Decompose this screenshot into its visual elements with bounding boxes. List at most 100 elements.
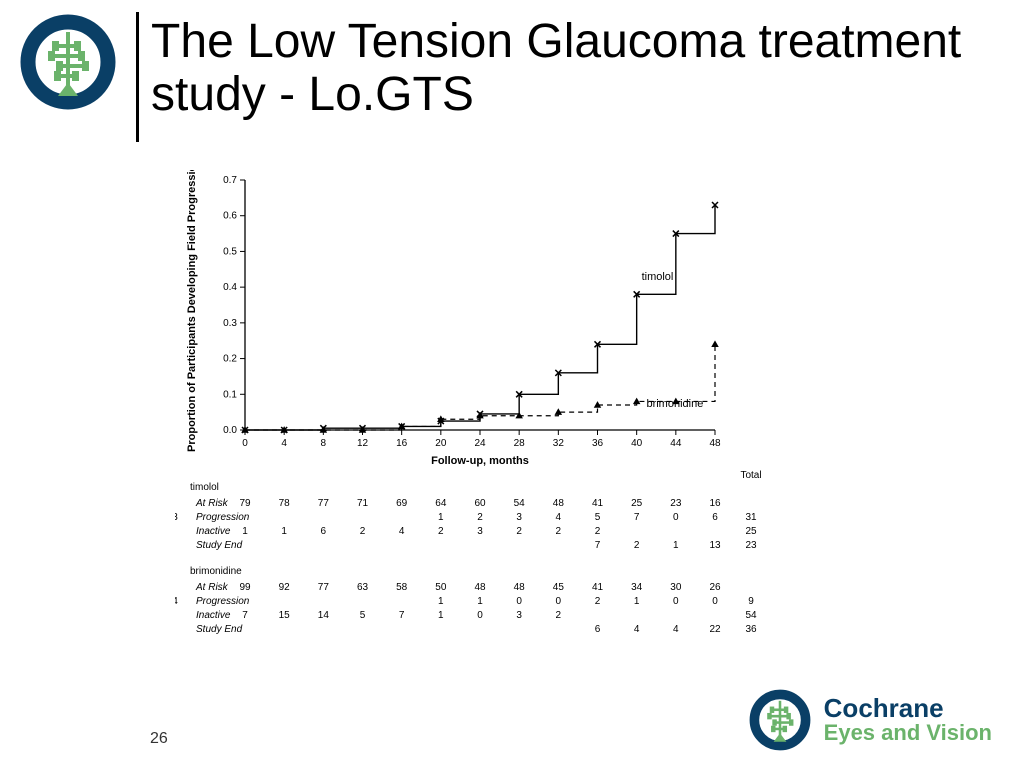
svg-text:5: 5 <box>360 610 366 621</box>
svg-text:99: 99 <box>239 582 251 593</box>
svg-text:2: 2 <box>360 526 366 537</box>
svg-text:3: 3 <box>175 512 178 523</box>
km-chart: 0.00.10.20.30.40.50.60.70481216202428323… <box>175 170 795 690</box>
svg-text:timolol: timolol <box>190 482 219 493</box>
svg-text:4: 4 <box>673 624 679 635</box>
svg-text:1: 1 <box>438 596 444 607</box>
svg-text:31: 31 <box>745 512 757 523</box>
svg-text:13: 13 <box>709 540 721 551</box>
cochrane-logo-icon <box>18 12 118 112</box>
svg-text:Progression: Progression <box>196 512 250 523</box>
header-divider <box>136 12 139 142</box>
svg-text:2: 2 <box>516 526 522 537</box>
svg-text:Inactive: Inactive <box>196 526 231 537</box>
svg-text:2: 2 <box>556 610 562 621</box>
svg-text:6: 6 <box>712 512 718 523</box>
svg-text:3: 3 <box>516 512 522 523</box>
svg-text:timolol: timolol <box>642 271 674 283</box>
svg-text:0.0: 0.0 <box>223 425 237 436</box>
svg-text:78: 78 <box>279 498 291 509</box>
svg-text:Total: Total <box>740 470 761 481</box>
svg-text:0: 0 <box>477 610 483 621</box>
svg-text:22: 22 <box>709 624 721 635</box>
svg-text:2: 2 <box>477 512 483 523</box>
header: The Low Tension Glaucoma treatment study… <box>18 12 1024 142</box>
svg-text:41: 41 <box>592 498 604 509</box>
brand-line1: Cochrane <box>824 695 992 721</box>
svg-text:7: 7 <box>595 540 601 551</box>
svg-text:1: 1 <box>242 526 248 537</box>
svg-text:20: 20 <box>435 438 447 449</box>
svg-text:26: 26 <box>709 582 721 593</box>
svg-text:45: 45 <box>553 582 565 593</box>
svg-text:0: 0 <box>673 512 679 523</box>
svg-text:44: 44 <box>670 438 682 449</box>
svg-text:1: 1 <box>281 526 287 537</box>
svg-text:64: 64 <box>435 498 447 509</box>
svg-text:25: 25 <box>745 526 757 537</box>
footer-brand: Cochrane Eyes and Vision <box>748 688 992 752</box>
svg-text:40: 40 <box>631 438 643 449</box>
svg-text:7: 7 <box>634 512 640 523</box>
svg-text:brimonidine: brimonidine <box>646 398 703 410</box>
svg-text:48: 48 <box>553 498 565 509</box>
svg-text:2: 2 <box>634 540 640 551</box>
svg-text:7: 7 <box>399 610 405 621</box>
svg-text:0: 0 <box>516 596 522 607</box>
page-number: 26 <box>150 730 168 748</box>
slide: The Low Tension Glaucoma treatment study… <box>0 0 1024 768</box>
svg-text:28: 28 <box>514 438 526 449</box>
svg-text:15: 15 <box>279 610 291 621</box>
svg-text:0.3: 0.3 <box>223 318 237 329</box>
svg-text:1: 1 <box>438 610 444 621</box>
svg-text:0.4: 0.4 <box>223 282 237 293</box>
slide-title: The Low Tension Glaucoma treatment study… <box>151 16 1024 122</box>
svg-text:Follow-up, months: Follow-up, months <box>431 455 529 467</box>
svg-text:48: 48 <box>514 582 526 593</box>
svg-text:7: 7 <box>242 610 248 621</box>
svg-text:69: 69 <box>396 498 408 509</box>
svg-text:4: 4 <box>281 438 287 449</box>
svg-text:32: 32 <box>553 438 565 449</box>
footer-brand-text: Cochrane Eyes and Vision <box>824 695 992 745</box>
svg-text:54: 54 <box>745 610 757 621</box>
svg-text:50: 50 <box>435 582 447 593</box>
svg-text:8: 8 <box>321 438 327 449</box>
svg-text:3: 3 <box>516 610 522 621</box>
svg-text:0.1: 0.1 <box>223 389 237 400</box>
svg-text:0.6: 0.6 <box>223 211 237 222</box>
svg-text:77: 77 <box>318 498 330 509</box>
svg-text:Inactive: Inactive <box>196 610 231 621</box>
svg-text:1: 1 <box>673 540 679 551</box>
svg-text:2: 2 <box>556 526 562 537</box>
svg-text:0: 0 <box>556 596 562 607</box>
svg-text:1: 1 <box>634 596 640 607</box>
svg-text:77: 77 <box>318 582 330 593</box>
svg-text:2: 2 <box>595 526 601 537</box>
svg-text:92: 92 <box>279 582 291 593</box>
svg-text:2: 2 <box>595 596 601 607</box>
cochrane-logo-icon <box>748 688 812 752</box>
svg-text:4: 4 <box>175 596 178 607</box>
svg-text:12: 12 <box>357 438 369 449</box>
svg-text:30: 30 <box>670 582 682 593</box>
svg-text:4: 4 <box>399 526 405 537</box>
svg-text:63: 63 <box>357 582 369 593</box>
svg-text:At Risk: At Risk <box>195 498 229 509</box>
svg-text:0.5: 0.5 <box>223 246 237 257</box>
svg-text:Progression: Progression <box>196 596 250 607</box>
svg-text:2: 2 <box>438 526 444 537</box>
svg-text:58: 58 <box>396 582 408 593</box>
svg-text:34: 34 <box>631 582 643 593</box>
svg-text:24: 24 <box>474 438 486 449</box>
svg-text:3: 3 <box>477 526 483 537</box>
svg-text:25: 25 <box>631 498 643 509</box>
svg-text:Study End: Study End <box>196 540 243 551</box>
svg-text:23: 23 <box>745 540 757 551</box>
svg-text:60: 60 <box>474 498 486 509</box>
svg-text:16: 16 <box>396 438 408 449</box>
svg-text:16: 16 <box>709 498 721 509</box>
svg-text:36: 36 <box>592 438 604 449</box>
svg-text:0: 0 <box>673 596 679 607</box>
svg-text:4: 4 <box>634 624 640 635</box>
